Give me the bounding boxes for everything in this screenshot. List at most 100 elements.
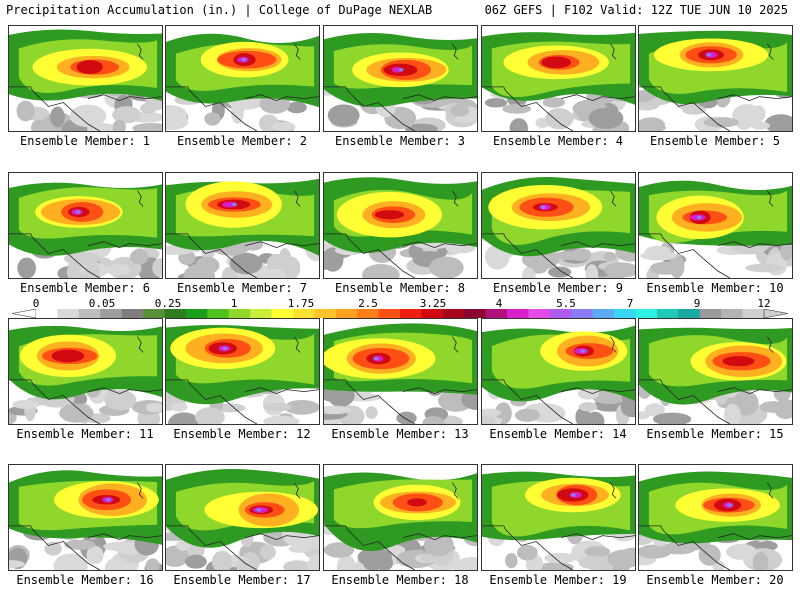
colorbar-swatch bbox=[185, 309, 208, 318]
ensemble-member-label: Ensemble Member: 5 bbox=[649, 134, 781, 148]
state-border bbox=[87, 94, 162, 102]
state-border bbox=[166, 86, 258, 131]
state-border bbox=[639, 233, 731, 278]
colorbar-swatch bbox=[228, 309, 251, 318]
state-border bbox=[87, 387, 162, 395]
colorbar-tick-label: 9 bbox=[693, 297, 701, 310]
colorbar-swatch bbox=[592, 309, 615, 318]
colorbar-swatch bbox=[314, 309, 337, 318]
colorbar-swatch bbox=[335, 309, 358, 318]
colorbar-tick-label: 1 bbox=[230, 297, 238, 310]
ensemble-member-label: Ensemble Member: 20 bbox=[646, 573, 784, 587]
state-border bbox=[244, 533, 319, 541]
state-border bbox=[451, 43, 459, 60]
state-border bbox=[244, 241, 319, 249]
state-border bbox=[560, 387, 635, 395]
state-border bbox=[766, 43, 774, 60]
state-border bbox=[324, 525, 416, 570]
colorbar-swatch bbox=[292, 309, 315, 318]
colorbar-tick-label: 7 bbox=[626, 297, 634, 310]
state-border bbox=[87, 533, 162, 541]
state-border bbox=[166, 233, 258, 278]
state-border bbox=[451, 336, 459, 353]
colorbar-swatch bbox=[507, 309, 529, 318]
state-border bbox=[136, 336, 144, 353]
state-border bbox=[717, 533, 792, 541]
state-border bbox=[166, 379, 258, 424]
ensemble-member-map bbox=[323, 318, 478, 425]
colorbar-swatch bbox=[421, 309, 444, 318]
state-border bbox=[9, 525, 101, 570]
state-border bbox=[293, 43, 301, 60]
state-border bbox=[9, 233, 101, 278]
colorbar-swatch bbox=[78, 309, 101, 318]
colorbar-swatch bbox=[485, 309, 508, 318]
ensemble-member-label: Ensemble Member: 4 bbox=[492, 134, 624, 148]
ensemble-member-map bbox=[8, 172, 163, 279]
colorbar-tick-label: 4 bbox=[495, 297, 503, 310]
state-border bbox=[244, 94, 319, 102]
state-border bbox=[293, 336, 301, 353]
ensemble-member-map bbox=[481, 172, 636, 279]
state-border bbox=[166, 525, 258, 570]
state-border bbox=[451, 190, 459, 207]
colorbar-swatch bbox=[357, 309, 379, 318]
ensemble-member-map bbox=[323, 25, 478, 132]
colorbar-swatch bbox=[635, 309, 658, 318]
state-border bbox=[9, 379, 101, 424]
ensemble-member-map bbox=[165, 464, 320, 571]
ensemble-member-label: Ensemble Member: 17 bbox=[173, 573, 311, 587]
ensemble-member-map bbox=[638, 25, 793, 132]
colorbar-tick-label: 5.5 bbox=[556, 297, 576, 310]
state-border bbox=[293, 482, 301, 499]
state-border bbox=[717, 94, 792, 102]
state-border bbox=[402, 241, 477, 249]
colorbar-swatch bbox=[57, 309, 80, 318]
state-border bbox=[560, 533, 635, 541]
colorbar-swatch bbox=[678, 309, 701, 318]
colorbar-tick-label: 1.75 bbox=[287, 297, 315, 310]
state-border bbox=[136, 43, 144, 60]
ensemble-member-label: Ensemble Member: 1 bbox=[19, 134, 151, 148]
colorbar-swatch bbox=[721, 309, 743, 318]
ensemble-member-label: Ensemble Member: 15 bbox=[646, 427, 784, 441]
ensemble-member-map bbox=[481, 318, 636, 425]
ensemble-member-map bbox=[481, 464, 636, 571]
state-border bbox=[402, 533, 477, 541]
state-border bbox=[717, 241, 792, 249]
ensemble-member-label: Ensemble Member: 14 bbox=[489, 427, 627, 441]
ensemble-member-label: Ensemble Member: 11 bbox=[16, 427, 154, 441]
ensemble-member-label: Ensemble Member: 10 bbox=[646, 281, 784, 295]
ensemble-member-label: Ensemble Member: 2 bbox=[176, 134, 308, 148]
state-border bbox=[482, 525, 574, 570]
state-border bbox=[560, 241, 635, 249]
colorbar-swatch bbox=[571, 309, 594, 318]
state-border bbox=[451, 482, 459, 499]
state-border bbox=[482, 86, 574, 131]
ensemble-member-map bbox=[8, 318, 163, 425]
ensemble-member-map bbox=[165, 318, 320, 425]
ensemble-member-map bbox=[323, 172, 478, 279]
state-border bbox=[560, 94, 635, 102]
state-border bbox=[402, 94, 477, 102]
state-border bbox=[136, 190, 144, 207]
ensemble-member-label: Ensemble Member: 18 bbox=[331, 573, 469, 587]
state-border bbox=[639, 525, 731, 570]
colorbar-swatch bbox=[143, 309, 165, 318]
state-border bbox=[293, 190, 301, 207]
colorbar-swatch bbox=[36, 309, 58, 318]
state-border bbox=[766, 190, 774, 207]
colorbar-swatch bbox=[442, 309, 465, 318]
ensemble-member-label: Ensemble Member: 12 bbox=[173, 427, 311, 441]
state-border bbox=[717, 387, 792, 395]
state-border bbox=[9, 86, 101, 131]
state-border bbox=[766, 336, 774, 353]
colorbar-swatch bbox=[400, 309, 422, 318]
colorbar-swatch bbox=[207, 309, 230, 318]
ensemble-member-label: Ensemble Member: 16 bbox=[16, 573, 154, 587]
colorbar-swatch bbox=[100, 309, 122, 318]
colorbar-swatch bbox=[656, 309, 679, 318]
colorbar-tick-label: 0 bbox=[32, 297, 40, 310]
colorbar-max-arrow bbox=[763, 309, 788, 318]
colorbar-tick-label: 3.25 bbox=[419, 297, 447, 310]
